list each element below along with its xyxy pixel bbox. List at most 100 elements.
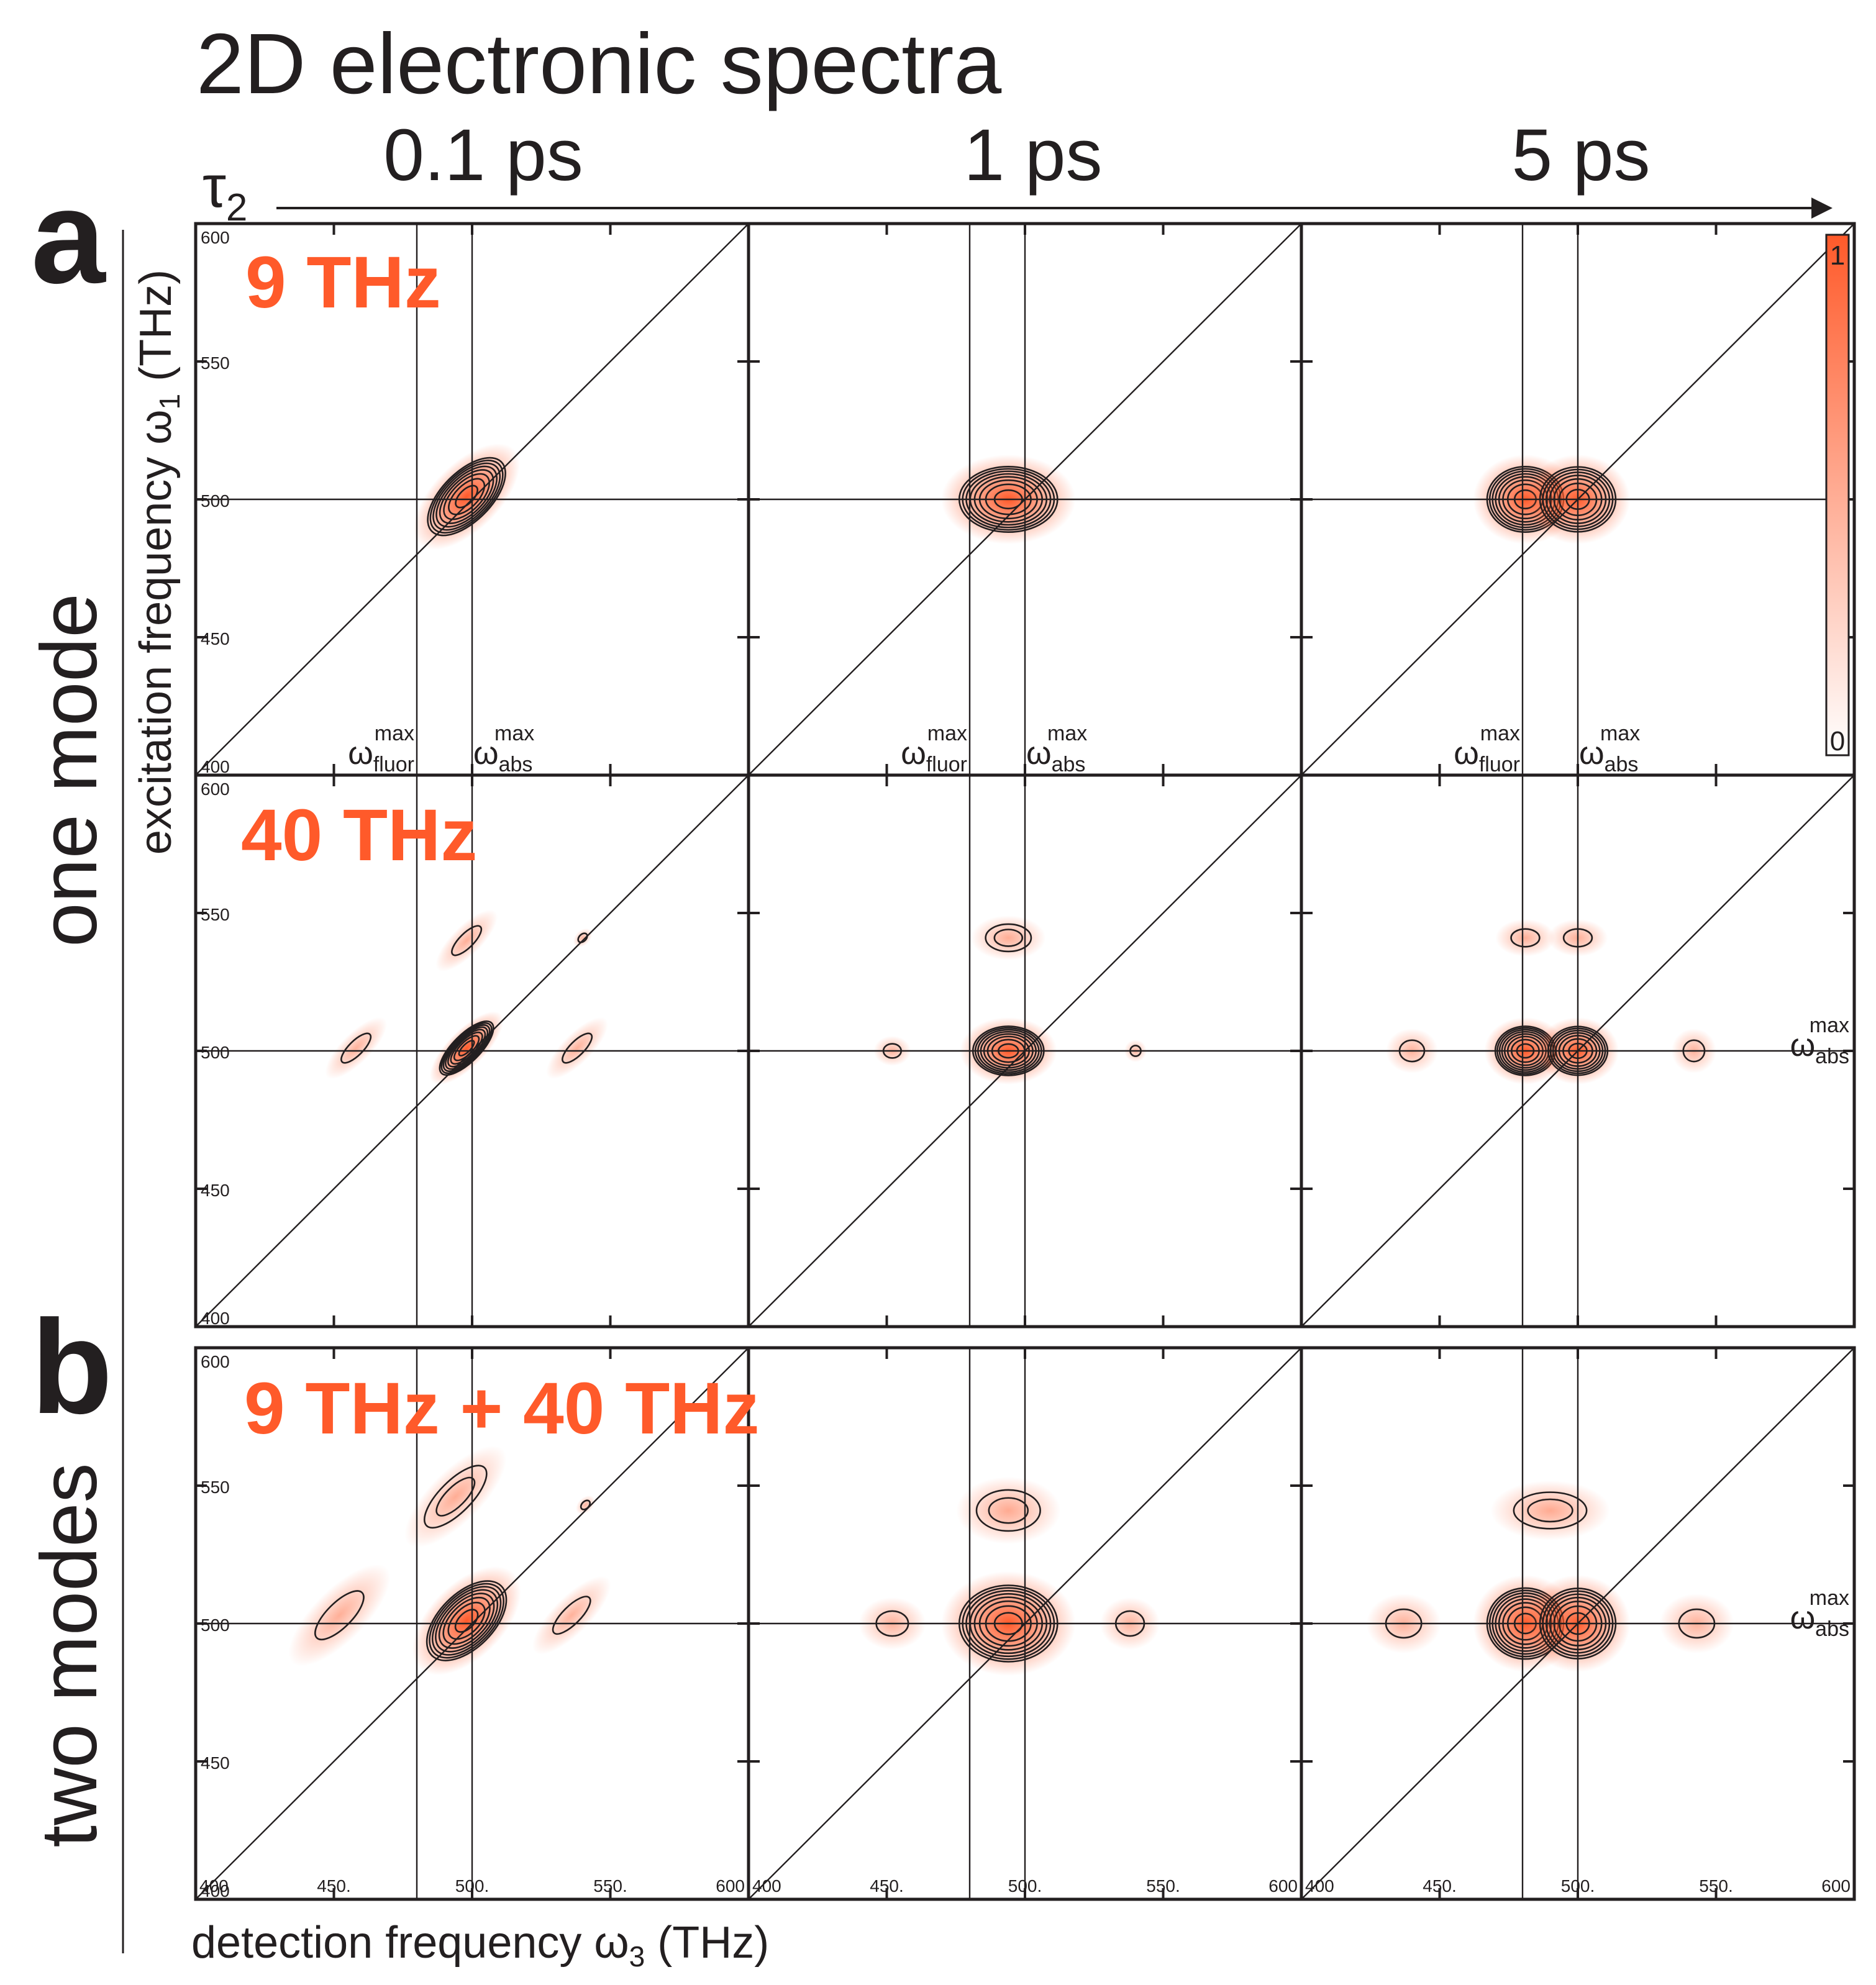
spectral-peak xyxy=(435,909,498,972)
y-tick-label: 400 xyxy=(201,1881,230,1901)
colorbar-max-label: 1 xyxy=(1830,240,1845,271)
spectral-peak xyxy=(971,915,1046,961)
panel-content xyxy=(1301,775,1854,1327)
x-tick-label: 550. xyxy=(1146,1876,1180,1896)
x-tick-label: 450. xyxy=(1423,1876,1457,1896)
contour-line xyxy=(443,473,490,520)
tau2-arrow-head xyxy=(1811,198,1833,219)
x-tick-label: 400 xyxy=(1305,1876,1334,1896)
spectral-peak xyxy=(325,1017,387,1079)
contour-line xyxy=(442,1024,491,1072)
row-group-label-two-modes: two modes xyxy=(25,1463,114,1848)
y-tick-label: 400 xyxy=(201,757,230,776)
panel-letter-b: b xyxy=(31,1292,112,1442)
peak-halo xyxy=(404,1445,507,1548)
spectrum-panel-r1-c0: 400 450 500 550 600 xyxy=(194,773,750,1329)
omega-fluor-max-sup: max xyxy=(927,722,967,745)
panel-content xyxy=(196,775,749,1327)
contour-line xyxy=(340,1032,372,1064)
x-tick-label: 600 xyxy=(1268,1876,1298,1896)
contour-line xyxy=(429,460,504,534)
omega-fluor-max-label: ωfluor xyxy=(1454,735,1520,776)
colorbar-min-label: 0 xyxy=(1830,726,1845,756)
omega-abs-max-right-sup: max xyxy=(1810,1014,1849,1037)
panel-letter-a: a xyxy=(31,161,106,311)
contour-line xyxy=(562,1032,593,1064)
spectral-peak xyxy=(546,1017,608,1079)
x-tick-label: 500. xyxy=(1561,1876,1595,1896)
y-tick-label: 550 xyxy=(201,1478,230,1497)
omega-abs-max-right-label: ωabs xyxy=(1790,1600,1849,1641)
panel-content xyxy=(1301,1348,1854,1899)
y-tick-label: 550 xyxy=(201,353,230,373)
panel-content xyxy=(749,1348,1301,1899)
contour-line xyxy=(427,457,506,537)
spectral-peak xyxy=(1495,919,1555,956)
x-axis-label: detection frequency ω3 (THz) xyxy=(191,1918,769,1973)
omega-abs-max-label: ωabs xyxy=(1579,735,1638,776)
y-axis-label: excitation frequency ω1 (THz) xyxy=(131,270,186,855)
omega-abs-max-sup: max xyxy=(494,722,534,745)
contour-line xyxy=(993,929,1024,947)
peak-halo xyxy=(288,1564,391,1666)
omega-abs-max-label: ωabs xyxy=(1026,735,1085,776)
peak-halo xyxy=(971,915,1046,961)
y-tick-label: 600 xyxy=(201,1352,230,1371)
peak-halo xyxy=(435,909,498,972)
column-header-0.1ps: 0.1 ps xyxy=(383,114,583,196)
x-tick-label: 450. xyxy=(317,1876,351,1896)
panel-content xyxy=(1301,224,1854,775)
contour-line xyxy=(447,1601,486,1640)
panel-content xyxy=(196,224,749,775)
contour-line xyxy=(988,1497,1029,1524)
spectral-peak xyxy=(1490,1480,1610,1541)
colorbar: 10 xyxy=(1825,234,1850,756)
peak-halo xyxy=(1495,919,1555,956)
contour-line xyxy=(423,1465,488,1529)
y-tick-label: 450 xyxy=(201,1753,230,1773)
x-tick-label: 550. xyxy=(1699,1876,1733,1896)
column-header-5ps: 5 ps xyxy=(1511,114,1650,196)
contour-line xyxy=(1527,1498,1573,1523)
y-tick-label: 450 xyxy=(201,629,230,648)
panel-content xyxy=(196,1348,749,1899)
contour-line xyxy=(435,1476,476,1517)
contour-line xyxy=(432,462,501,531)
contour-line xyxy=(435,1589,499,1653)
peak-halo xyxy=(546,1017,608,1079)
omega-abs-max-sup: max xyxy=(1047,722,1087,745)
spectral-peak xyxy=(429,1011,504,1085)
spectrum-panel-r1-c1 xyxy=(747,773,1303,1329)
omega-abs-max-label: ωabs xyxy=(473,735,532,776)
y-tick-label: 450 xyxy=(201,1181,230,1200)
y-tick-label: 600 xyxy=(201,228,230,247)
peak-halo xyxy=(1490,1480,1610,1541)
contour-line xyxy=(431,1586,502,1656)
spectral-peak xyxy=(404,1445,507,1548)
column-header-1ps: 1 ps xyxy=(963,114,1102,196)
spectral-peak xyxy=(573,928,593,948)
contour-line xyxy=(1510,928,1541,948)
spectrum-panel-r2-c1: 400 450. 500. 550. 600 xyxy=(747,1346,1303,1901)
x-tick-label: 550. xyxy=(593,1876,627,1896)
spectral-peak xyxy=(956,1476,1061,1545)
contour-line xyxy=(438,1592,495,1649)
y-tick-label: 500 xyxy=(201,491,230,511)
contour-line xyxy=(577,932,588,943)
panel-content xyxy=(749,775,1301,1327)
omega-fluor-max-sup: max xyxy=(375,722,414,745)
peak-halo xyxy=(325,1017,387,1079)
contour-line xyxy=(426,1580,508,1661)
y-tick-label: 500 xyxy=(201,1043,230,1062)
peak-halo xyxy=(576,1495,595,1515)
spectral-peak xyxy=(412,1566,521,1676)
peak-halo xyxy=(429,1011,504,1085)
panel-content xyxy=(749,224,1301,775)
y-tick-label: 550 xyxy=(201,905,230,924)
row-label-9thz: 9 THz xyxy=(245,242,441,324)
